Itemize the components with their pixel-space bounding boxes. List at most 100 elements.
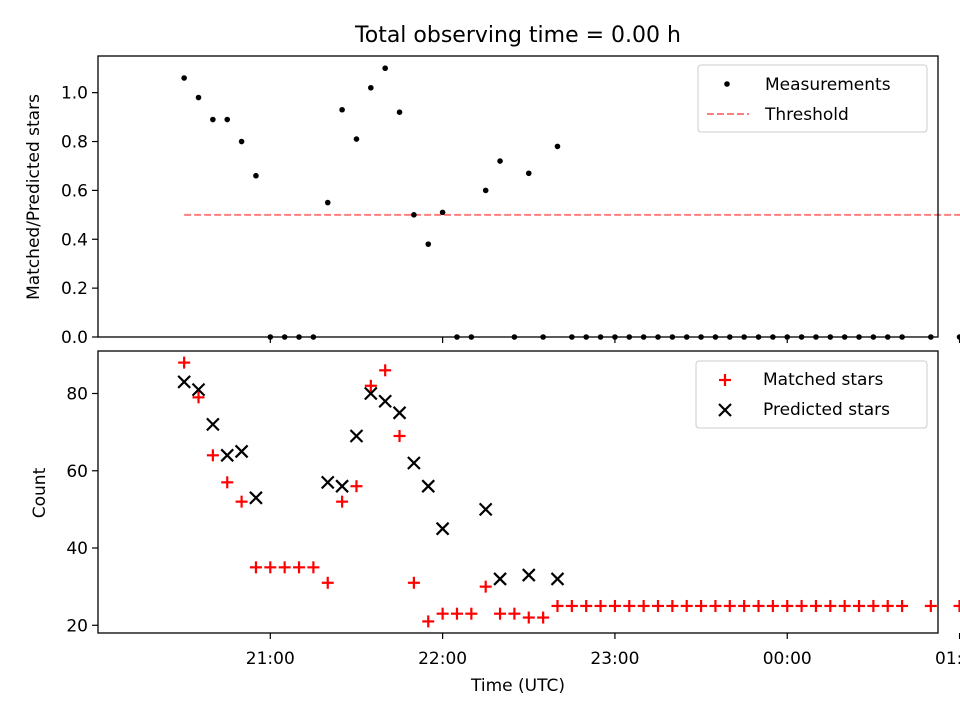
matched-star-marker xyxy=(652,599,664,612)
matched-star-marker xyxy=(508,607,521,620)
predicted-star-marker xyxy=(206,417,220,432)
matched-star-marker xyxy=(321,576,334,589)
predicted-star-marker xyxy=(407,456,421,470)
measurement-point xyxy=(411,212,417,218)
ratio-y-axis-label: Matched/Predicted stars xyxy=(24,94,44,300)
matched-star-marker xyxy=(436,607,449,620)
measurement-point xyxy=(396,109,403,115)
matched-star-marker xyxy=(594,599,607,612)
predicted-star-marker xyxy=(177,375,191,389)
count-x-tick-label: 22:00 xyxy=(418,649,467,669)
matched-star-marker xyxy=(537,611,550,624)
matched-star-marker xyxy=(881,599,894,612)
count-y-tick-label: 60 xyxy=(66,462,88,482)
matched-star-marker xyxy=(565,599,578,612)
matched-star-marker xyxy=(637,599,650,612)
matched-star-marker xyxy=(178,356,191,369)
ratio-y-tick-label: 0.8 xyxy=(61,133,88,153)
measurement-point xyxy=(497,158,503,164)
matched-star-marker xyxy=(709,599,722,612)
matched-star-marker xyxy=(752,599,765,612)
matched-star-marker xyxy=(838,599,851,612)
ratio-y-tick-label: 0.0 xyxy=(61,328,88,348)
matched-star-marker xyxy=(623,599,636,612)
matched-star-marker xyxy=(809,599,822,612)
measurement-point xyxy=(482,187,489,194)
predicted-stars-legend-marker xyxy=(718,403,732,417)
ratio-y-tick-label: 1.0 xyxy=(61,84,88,104)
count-x-tick-label: 21:00 xyxy=(246,649,295,669)
predicted-star-marker xyxy=(521,568,536,582)
matched-star-marker xyxy=(278,561,291,574)
matched-star-marker xyxy=(465,607,478,620)
measurement-point xyxy=(554,143,561,150)
measurement-point xyxy=(195,94,202,101)
count-legend: Matched stars Predicted stars xyxy=(695,360,928,429)
count-y-tick-label: 20 xyxy=(66,616,88,636)
measurement-point xyxy=(253,172,259,179)
matched-star-marker xyxy=(264,561,277,574)
ratio-legend-item-1: Measurements xyxy=(765,75,891,95)
predicted-star-marker xyxy=(392,406,407,420)
measurement-point xyxy=(382,65,388,72)
matched-star-marker xyxy=(393,429,406,442)
predicted-star-marker xyxy=(349,429,364,443)
matched-star-marker xyxy=(192,391,205,404)
matched-star-marker xyxy=(853,599,866,612)
measurement-point xyxy=(368,84,374,91)
count-y-tick-label: 40 xyxy=(66,539,88,559)
ratio-panel-frame xyxy=(97,55,939,338)
count-x-tick-label: 23:00 xyxy=(590,649,639,669)
count-y-axis: 20 40 60 80 xyxy=(66,384,98,636)
count-panel-frame xyxy=(97,350,939,634)
matched-star-marker xyxy=(293,561,306,574)
ratio-panel: 0.0 0.2 0.4 0.6 0.8 1.0 Matched/Predicted sta… xyxy=(24,55,960,348)
matched-star-marker xyxy=(235,495,248,508)
matched-star-marker xyxy=(379,364,392,377)
ratio-y-tick-label: 0.2 xyxy=(61,279,88,299)
predicted-star-marker xyxy=(435,521,450,536)
matched-star-marker xyxy=(867,599,880,612)
predicted-star-marker xyxy=(320,475,335,490)
measurement-point xyxy=(238,138,245,145)
matched-star-marker xyxy=(580,599,593,612)
matched-star-marker xyxy=(479,580,492,593)
measurement-point xyxy=(210,116,216,123)
measurement-point xyxy=(181,75,187,81)
x-axis-label: Time (UTC) xyxy=(470,676,565,696)
matched-stars-legend-marker xyxy=(719,374,731,386)
ratio-legend-box xyxy=(697,64,928,133)
predicted-star-marker xyxy=(378,394,392,408)
matched-star-marker xyxy=(896,599,909,612)
predicted-star-marker xyxy=(249,491,263,505)
ratio-y-axis: 0.0 0.2 0.4 0.6 0.8 1.0 xyxy=(61,84,98,348)
matched-star-marker xyxy=(494,607,507,620)
matched-star-marker xyxy=(350,480,363,493)
count-x-tick-label: 01:00 xyxy=(935,649,960,669)
ratio-legend: Measurements Threshold xyxy=(697,64,928,133)
measurements-legend-marker xyxy=(724,81,730,87)
measurement-point xyxy=(324,199,331,206)
measurement-point xyxy=(439,209,446,216)
count-legend-item-1: Matched stars xyxy=(763,370,883,390)
matched-star-marker xyxy=(738,599,751,612)
predicted-star-marker xyxy=(364,386,378,401)
matched-star-marker xyxy=(781,599,794,612)
predicted-star-marker xyxy=(421,479,436,493)
predicted-star-marker xyxy=(220,448,235,463)
matched-star-marker xyxy=(766,599,779,612)
predicted-star-marker xyxy=(550,572,565,586)
matched-star-marker xyxy=(680,599,693,612)
measurement-point xyxy=(224,116,231,123)
matched-star-marker xyxy=(608,599,621,612)
matched-star-marker xyxy=(450,607,463,620)
matched-star-marker xyxy=(206,449,219,462)
matched-star-marker xyxy=(695,599,708,612)
matched-star-marker xyxy=(551,599,564,612)
count-x-tick-label: 00:00 xyxy=(763,649,812,669)
matched-star-marker xyxy=(924,599,937,612)
ratio-legend-item-2: Threshold xyxy=(764,105,849,125)
matched-star-marker xyxy=(407,576,420,589)
